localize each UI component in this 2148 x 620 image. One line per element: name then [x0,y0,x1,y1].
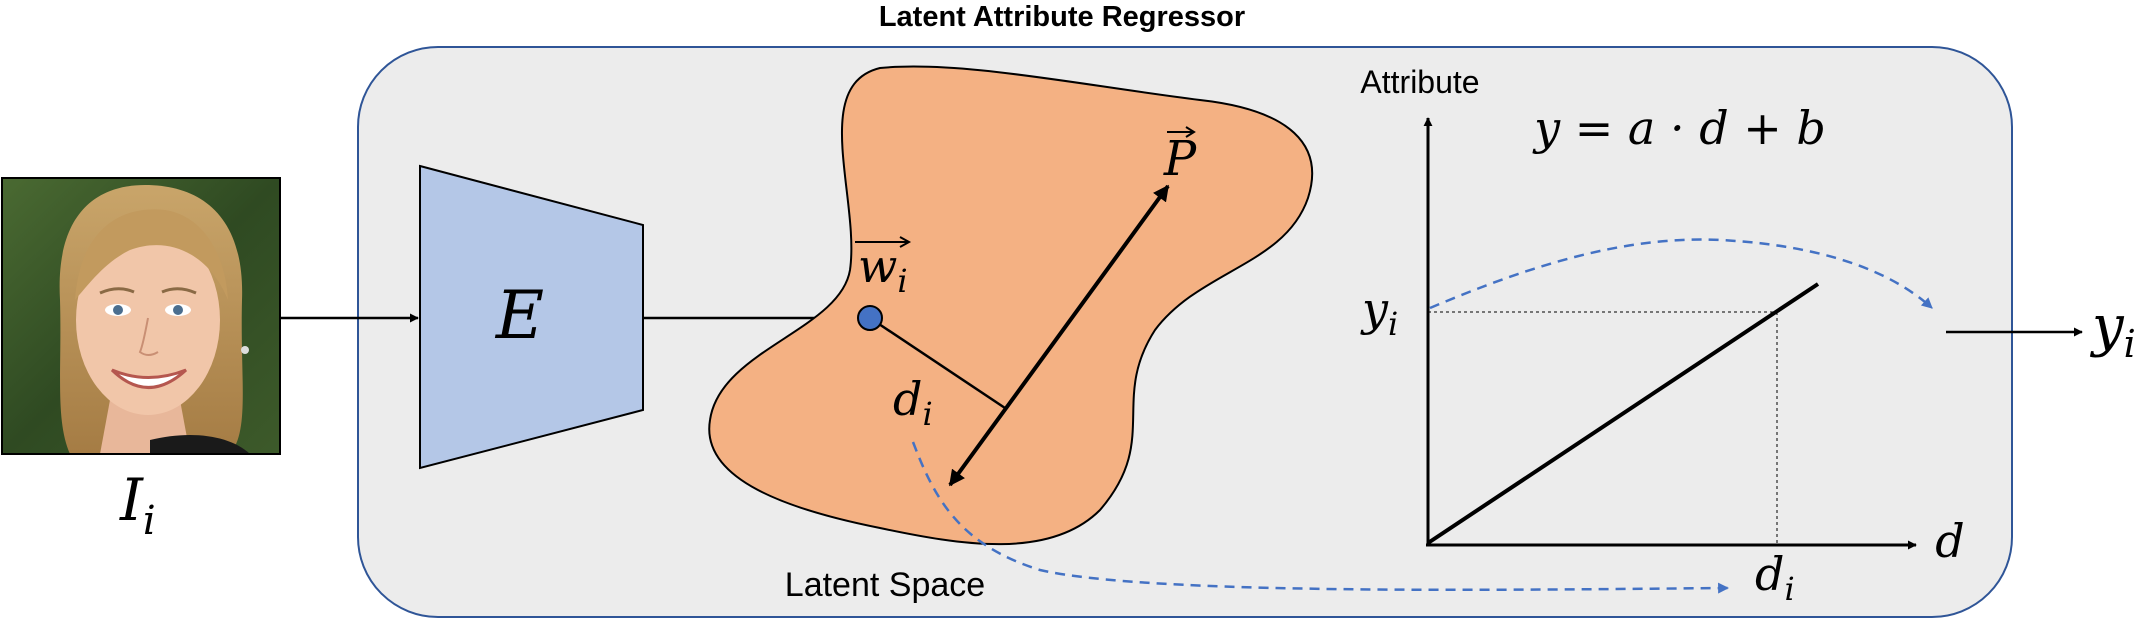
input-label-main: I [119,466,144,534]
encoder-label: E [495,277,544,354]
output-label: yi [2089,294,2136,366]
output-label-main: y [2089,294,2125,359]
encoder-block [419,164,644,470]
plot-x-axis-label: d [1935,514,1964,568]
input-label: Ii [119,466,156,544]
input-label-sub: i [143,498,156,544]
latent-space-label: Latent Space [785,566,985,604]
latent-vector-label-sub: i [897,262,907,300]
plot-x-tick-label-sub: i [1784,570,1794,608]
projection-line [869,316,1006,410]
diagram-title: Latent Attribute Regressor [879,1,1245,33]
distance-mapping-arrow [911,441,1730,594]
plot-y-tick-label-sub: i [1388,305,1398,343]
direction-label: P [1163,131,1197,187]
latent-vector-label: wi [858,239,908,300]
output-label-sub: i [2124,322,2136,366]
distance-label: di [893,372,933,433]
regression-equation: y = a · d + b [1532,101,1826,155]
direction-vector-p [948,184,1170,487]
direction-vector-arrow-icon [1167,126,1196,138]
latent-vector-arrow-icon [855,236,912,248]
plot-x-tick-label: di [1755,547,1795,608]
input-face-image [2,178,280,454]
regression-line [1426,282,1820,545]
distance-label-main: d [893,372,922,426]
plot-y-tick-label: yi [1360,282,1398,343]
plot-x-tick-label-main: d [1755,547,1784,601]
distance-label-sub: i [922,395,932,433]
latent-vector-label-main: w [858,239,897,293]
input-image-frame [1,177,281,455]
latent-point-wi [857,305,883,331]
attribute-output-arrow [1429,238,1933,310]
plot-y-axis-label: Attribute [1360,64,1479,100]
plot-y-tick-label-main: y [1360,282,1389,336]
